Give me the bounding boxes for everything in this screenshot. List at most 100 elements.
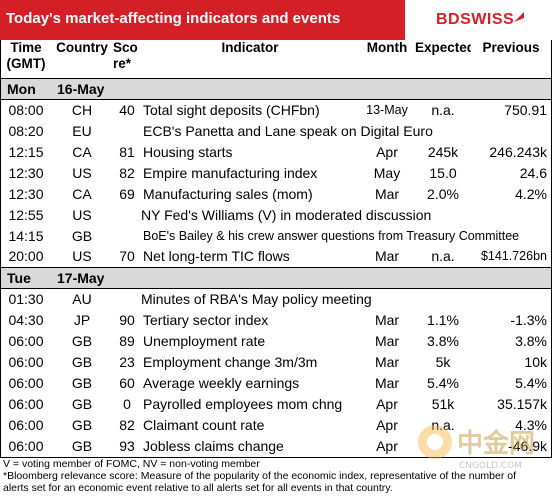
cell-indicator: BoE's Bailey & his crew answer questions…: [143, 228, 520, 243]
cell-score: 69: [119, 185, 135, 202]
cell-score: 60: [119, 374, 135, 391]
cell-indicator: Net long-term TIC flows: [143, 248, 290, 265]
cell-country: US: [72, 248, 92, 265]
cell-country: GB: [71, 353, 93, 370]
cell-month: Mar: [374, 185, 400, 202]
cell-country: JP: [73, 311, 91, 328]
day-date: 17-May: [51, 266, 551, 289]
cell-country: GB: [71, 395, 93, 412]
cell-month: Apr: [376, 143, 398, 160]
cell-score: 70: [119, 248, 135, 265]
cell-month: Apr: [376, 437, 398, 454]
cell-time: 14:15: [8, 227, 44, 244]
watermark-brand: 中金网: [457, 428, 535, 459]
table-row: 06:00 GB 89 Unemployment rate Mar 3.8% 3.8%: [1, 330, 551, 351]
col-country-header: Country: [51, 40, 113, 79]
cell-score: 82: [119, 164, 135, 181]
bdswiss-logo: BDSWISS: [436, 11, 515, 28]
cell-country: US: [72, 164, 92, 181]
cell-previous: 750.91: [504, 101, 547, 118]
cell-previous: -46.9k: [508, 437, 547, 454]
table-row: 20:00 US 70 Net long-term TIC flows Mar n.a. $…: [1, 246, 551, 267]
footnote-voting: V = voting member of FOMC, NV = non-voti…: [3, 458, 260, 470]
cell-previous: -1.3%: [510, 311, 547, 328]
cell-indicator: Housing starts: [143, 143, 233, 160]
cell-time: 06:00: [8, 353, 44, 370]
cell-month: Mar: [374, 311, 400, 328]
footnote-score-2: alerts set for an economic event relativ…: [3, 482, 393, 494]
table-row: 08:20 EU ECB's Panetta and Lane speak on D…: [1, 120, 551, 141]
title-bar: Today's market-affecting indicators and …: [0, 0, 405, 40]
cell-month: 13-May: [366, 102, 408, 117]
cell-previous: 35.157k: [497, 395, 547, 412]
cell-indicator: Claimant count rate: [143, 416, 265, 433]
day-name: Tue: [1, 266, 51, 289]
cell-country: GB: [71, 416, 93, 433]
cell-country: CH: [71, 101, 93, 118]
cell-time: 06:00: [8, 437, 44, 454]
cell-country: EU: [72, 122, 92, 139]
report-title: Today's market-affecting indicators and …: [6, 10, 341, 27]
cell-country: CA: [72, 143, 92, 160]
table-row: 06:00 GB 82 Claimant count rate Apr n.a. 4.3%: [1, 414, 551, 435]
cell-expected: 5.4%: [427, 374, 459, 391]
cell-time: 04:30: [8, 311, 44, 328]
day-date: 16-May: [51, 77, 551, 100]
cell-score: 90: [119, 311, 135, 328]
cell-expected: n.a.: [431, 101, 455, 118]
cell-indicator: NY Fed's Williams (V) in moderated discu…: [141, 206, 432, 223]
col-score-header: Sco re*: [113, 40, 141, 79]
day-header-row: Tue 17-May: [1, 266, 551, 289]
cell-previous: 4.3%: [515, 416, 547, 433]
table-row: 08:00 CH 40 Total sight deposits (CHFbn) 13-…: [1, 99, 551, 120]
cell-score: [113, 120, 141, 141]
cell-country: US: [72, 206, 92, 223]
cell-expected: 2.0%: [427, 185, 459, 202]
cell-month: Mar: [374, 374, 400, 391]
cell-indicator: Total sight deposits (CHFbn): [143, 101, 320, 118]
col-expected-header: Expected: [415, 40, 471, 79]
cell-score: [113, 288, 141, 309]
cell-previous: 24.6: [519, 164, 547, 181]
indicators-table: Time (GMT) Country Sco re* Indicator Month…: [1, 40, 551, 456]
report-header: Today's market-affecting indicators and …: [0, 0, 552, 40]
col-indicator-header: Indicator: [141, 40, 359, 79]
cell-previous: $141.726bn: [480, 249, 547, 264]
cell-score: 0: [123, 395, 131, 412]
cell-time: 12:30: [8, 164, 44, 181]
cell-time: 06:00: [8, 332, 44, 349]
cell-country: CA: [72, 185, 92, 202]
cell-time: 20:00: [8, 248, 44, 265]
cell-expected: 51k: [431, 395, 455, 412]
cell-month: Apr: [376, 416, 398, 433]
table-row: 12:55 US NY Fed's Williams (V) in moderate…: [1, 204, 551, 225]
col-month-header: Month: [359, 40, 415, 79]
col-previous-header: Previous: [471, 40, 551, 79]
cell-time: 01:30: [8, 290, 44, 307]
cell-country: GB: [71, 227, 93, 244]
table-row: 12:30 CA 69 Manufacturing sales (mom) Mar 2.0…: [1, 183, 551, 204]
cell-previous: 10k: [524, 353, 547, 370]
cell-country: GB: [71, 374, 93, 391]
table-header-row: Time (GMT) Country Sco re* Indicator Month…: [1, 40, 551, 79]
cell-score: [113, 225, 141, 246]
day-name: Mon: [1, 77, 51, 100]
cell-time: 06:00: [8, 416, 44, 433]
cell-country: AU: [72, 290, 92, 307]
cell-month: May: [373, 164, 401, 181]
cell-score: 40: [119, 101, 135, 118]
table-row: 06:00 GB 60 Average weekly earnings Mar 5.4% 5…: [1, 372, 551, 393]
col-time-header: Time (GMT): [1, 40, 51, 79]
footnotes: V = voting member of FOMC, NV = non-voti…: [3, 458, 551, 494]
cell-expected: n.a.: [431, 416, 455, 433]
cell-month: Mar: [374, 332, 400, 349]
cell-expected: 3.8%: [427, 332, 459, 349]
cell-time: 06:00: [8, 395, 44, 412]
cell-indicator: ECB's Panetta and Lane speak on Digital …: [143, 122, 433, 139]
cell-expected: 1.1%: [427, 311, 459, 328]
cell-score: 81: [119, 143, 135, 160]
cell-time: 12:30: [8, 185, 44, 202]
table-row: 14:15 GB BoE's Bailey & his crew answer qu…: [1, 225, 551, 246]
day-header-row: Mon 16-May: [1, 77, 551, 100]
cell-score: 89: [119, 332, 135, 349]
